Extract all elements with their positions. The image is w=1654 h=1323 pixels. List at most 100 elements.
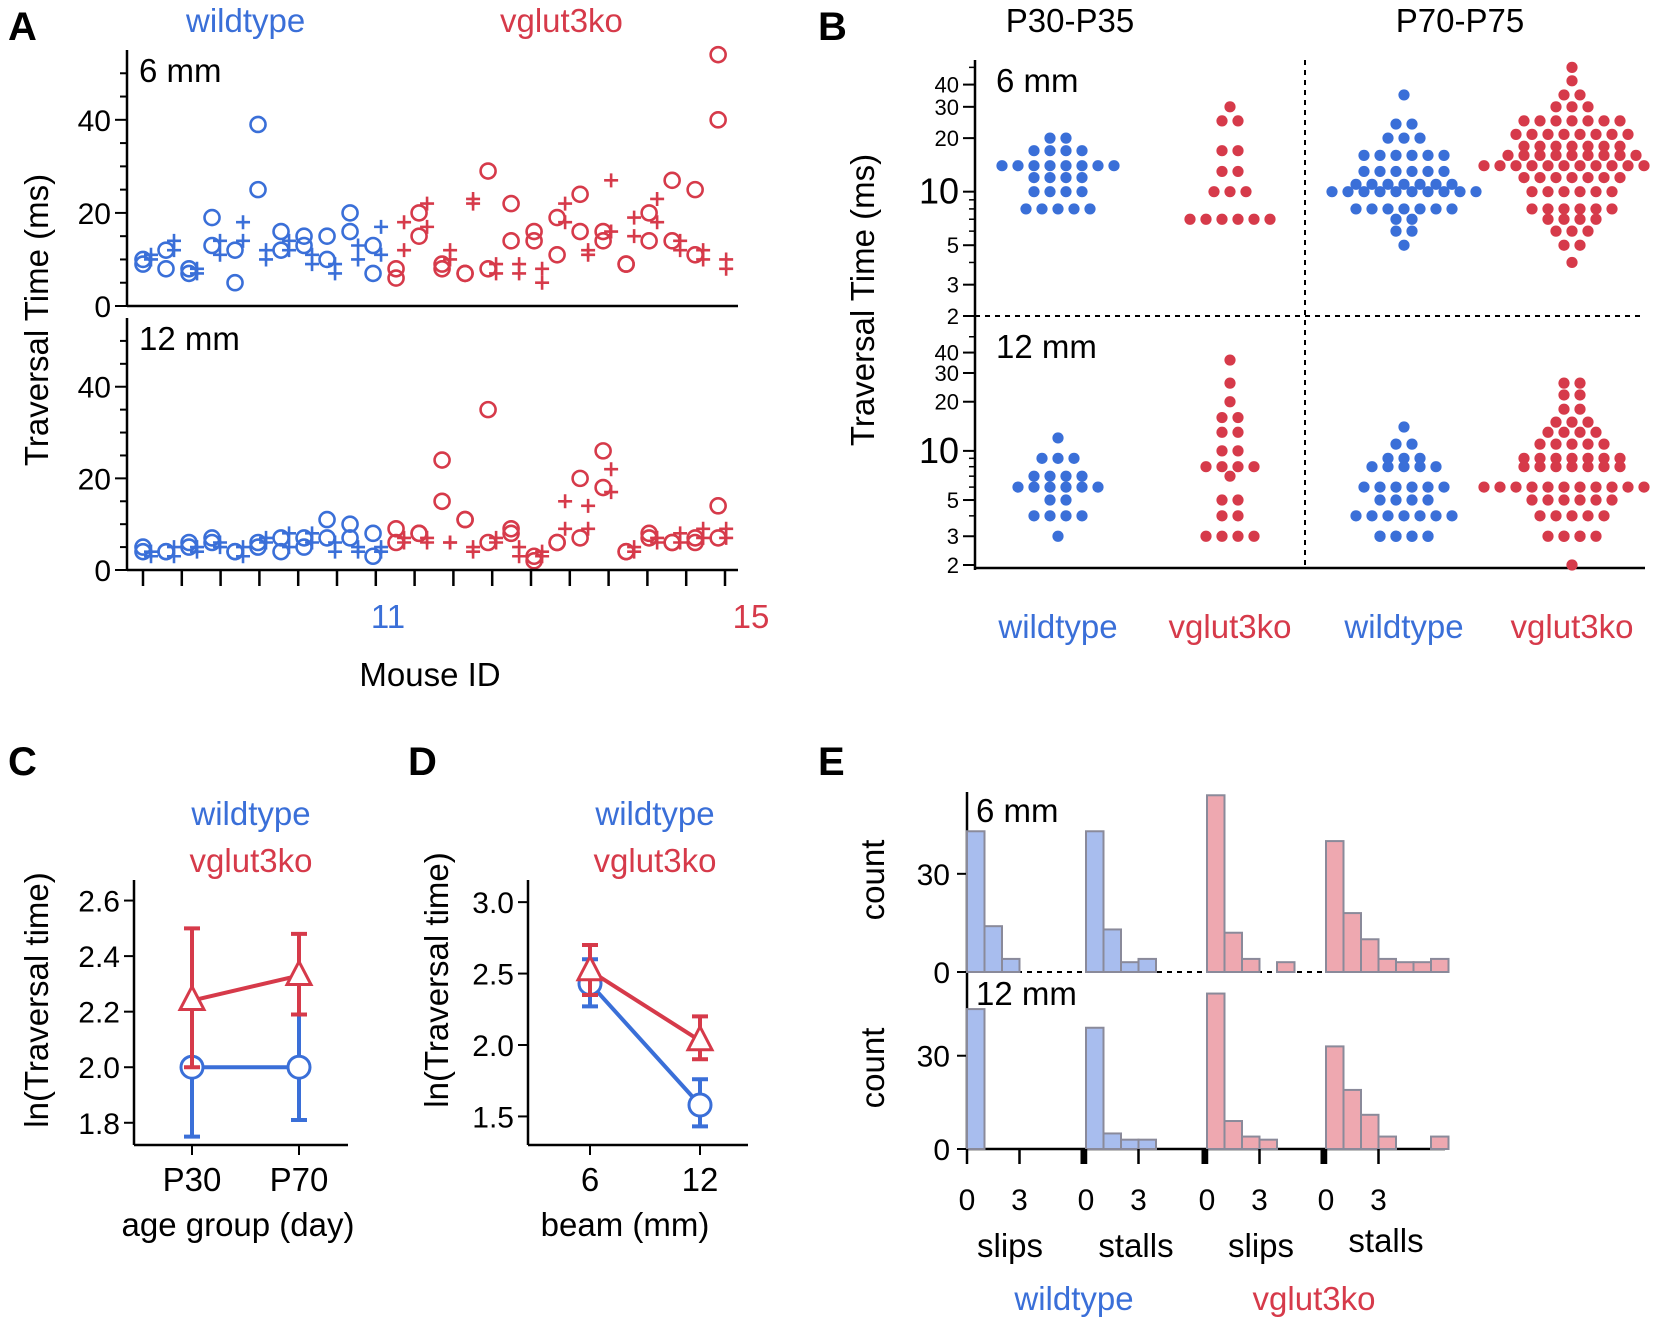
panel-a-plus-point	[696, 530, 711, 545]
panel-b-dot	[1028, 160, 1040, 172]
panel-a-plus-point	[489, 266, 504, 281]
panel-a-plus-point	[374, 544, 389, 559]
panel-e-ylabel-6mm: count	[854, 840, 891, 921]
panel-b-dot	[1630, 149, 1642, 161]
panel-d-triangle-marker	[685, 1023, 715, 1052]
panel-b-ytick-label: 3	[947, 524, 959, 549]
panel-b-dot	[1526, 128, 1538, 140]
panel-b-ytick-label: 2	[947, 553, 959, 578]
panel-a-circle-point	[709, 497, 727, 515]
panel-a-plus-point	[305, 257, 320, 272]
panel-a-plus-point	[420, 219, 435, 234]
panel-a-12mm-label: 12 mm	[139, 320, 240, 357]
panel-b-dot	[1382, 132, 1394, 144]
panel-b-dot	[1216, 510, 1228, 522]
panel-a-plus-point	[650, 535, 665, 550]
panel-e-bar	[1137, 1138, 1157, 1151]
panel-d-ytick-label: 1.5	[472, 1101, 514, 1134]
panel-a-circle-point	[364, 524, 382, 543]
panel-b-dot	[1264, 213, 1276, 225]
panel-a-plus-point	[581, 521, 596, 536]
panel-label-a: A	[8, 5, 37, 49]
panel-a-circle-point	[640, 204, 658, 222]
panel-b-dot	[1060, 510, 1072, 522]
panel-b-dot	[1398, 89, 1410, 101]
panel-b-ytick-label: 10	[919, 171, 959, 212]
panel-b-dot	[1248, 530, 1260, 542]
panel-label-d: D	[408, 740, 437, 784]
panel-a-plus-point	[236, 549, 251, 564]
panel-a-circle-point	[410, 227, 428, 245]
panel-b-dot	[1550, 438, 1562, 450]
panel-b-dot	[1406, 118, 1418, 130]
panel-a-circle-point	[341, 529, 359, 547]
panel-e-bar	[966, 830, 986, 973]
panel-b-dot	[1406, 494, 1418, 506]
panel-b-dot	[1406, 225, 1418, 237]
panel-a-plus-point	[673, 535, 688, 550]
panel-e-legend-vglut3ko: vglut3ko	[1253, 1280, 1376, 1317]
panel-b-dot	[1398, 132, 1410, 144]
panel-b-ytick-label: 10	[919, 430, 959, 471]
panel-a-plus-point	[627, 210, 642, 225]
panel-e-bar	[1430, 1135, 1450, 1150]
panel-b-dot	[1232, 445, 1244, 457]
panel-b-dot	[1550, 416, 1562, 428]
panel-b-dot	[1036, 203, 1048, 215]
panel-b-dot	[1558, 403, 1570, 415]
panel-b-dot	[1558, 426, 1570, 438]
panel-b-dot	[1216, 115, 1228, 127]
panel-d-xtick-label: 12	[682, 1161, 719, 1198]
panel-b-dot	[1382, 203, 1394, 215]
panel-a-plus-point	[443, 535, 458, 550]
panel-a-circle-point	[640, 232, 658, 250]
panel-a-plus-point	[351, 252, 366, 267]
panel-a-ylabel: Traversal Time (ms)	[18, 174, 55, 466]
panel-c-ytick-label: 2.2	[78, 997, 120, 1030]
panel-b-dot	[1398, 421, 1410, 433]
panel-b-dot	[1028, 510, 1040, 522]
panel-b-ytick-label: 30	[935, 361, 959, 386]
panel-e-bar	[1377, 957, 1397, 974]
panel-b-dot	[1028, 145, 1040, 157]
panel-a-circle-point	[709, 111, 727, 129]
panel-b-dot	[1510, 128, 1522, 140]
panel-b-dot	[1224, 354, 1236, 366]
panel-b-dot	[996, 160, 1008, 172]
panel-b-ytick-label: 3	[947, 273, 959, 298]
panel-a-plus-point	[627, 229, 642, 244]
panel-b-dot	[1358, 481, 1370, 493]
panel-a-circle-point	[502, 524, 520, 543]
panel-e-group-label-2: stalls	[1098, 1227, 1173, 1264]
panel-b-dot	[1582, 452, 1594, 464]
panel-b-dot	[1574, 128, 1586, 140]
panel-b-dot	[1232, 213, 1244, 225]
panel-a-circle-point	[548, 533, 566, 552]
panel-b-dot	[1574, 389, 1586, 401]
panel-b-dot	[1590, 426, 1602, 438]
panel-b-dot	[1614, 140, 1626, 152]
panel-a-plus-point	[190, 544, 205, 559]
panel-a-circle-point	[433, 492, 451, 511]
panel-b-dot	[1232, 494, 1244, 506]
panel-b-dot	[1076, 470, 1088, 482]
panel-e-xtick-label: 3	[1370, 1184, 1387, 1217]
panel-b-dot	[1598, 510, 1610, 522]
panel-a-plus-point	[558, 521, 573, 536]
panel-b-dot	[1558, 494, 1570, 506]
panel-d-ytick-label: 3.0	[472, 887, 514, 920]
panel-b-dot	[1248, 213, 1260, 225]
panel-b-dot	[1406, 186, 1418, 198]
panel-b-dot	[1582, 416, 1594, 428]
panel-a-plus-point	[282, 526, 297, 541]
panel-b-dot	[1598, 438, 1610, 450]
panel-b-dot	[1502, 149, 1514, 161]
panel-b-dot	[1406, 530, 1418, 542]
panel-b-dot	[1606, 494, 1618, 506]
panel-b-dot	[1358, 186, 1370, 198]
panel-b-dot	[1208, 186, 1220, 198]
panel-e-xtick-label: 3	[1130, 1184, 1147, 1217]
panel-b-dot	[1414, 510, 1426, 522]
panel-e-xtick-label: 0	[959, 1184, 976, 1217]
